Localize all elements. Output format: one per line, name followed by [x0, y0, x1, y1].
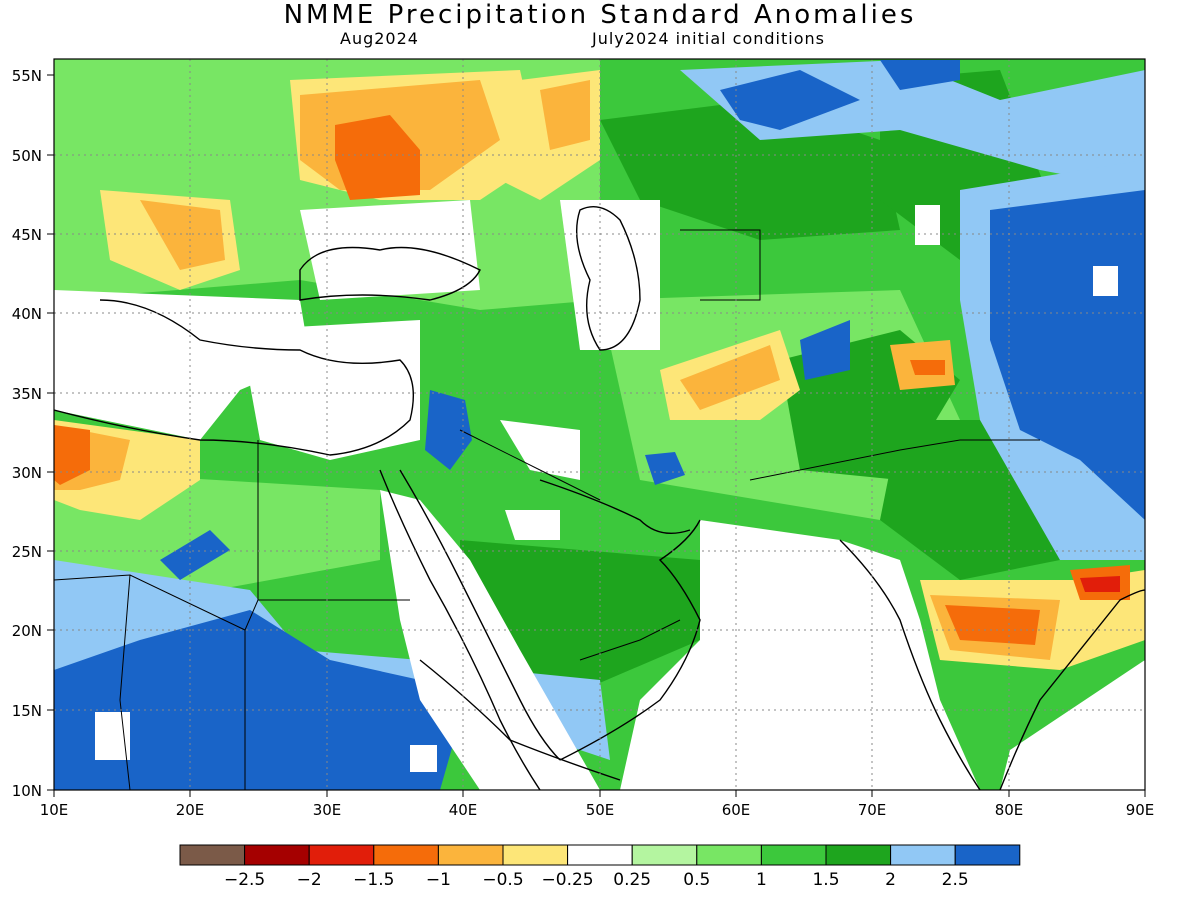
white-east-med [240, 320, 420, 460]
colorbar-swatch [244, 844, 310, 866]
mediterranean-coast [54, 299, 415, 456]
dark-blue-northeast [880, 60, 960, 90]
colorbar-swatch [631, 844, 698, 866]
orange-iran [680, 345, 780, 410]
lon-label: 70E [858, 801, 887, 819]
white-mediterranean [54, 290, 310, 440]
white-tibet-spot [1093, 266, 1118, 296]
dark-blue-sahara [160, 530, 230, 580]
lat-label: 15N [12, 702, 42, 720]
arabian-coast [559, 519, 701, 761]
lon-labels: 10E 20E 30E 40E 50E 60E 70E 80E 90E [40, 801, 1155, 819]
colorbar-swatch [308, 844, 375, 866]
colorbar-swatch [502, 844, 569, 866]
lat-labels: 10N 15N 20N 25N 30N 35N 40N 45N 50N 55N [12, 67, 42, 800]
lon-label: 10E [40, 801, 69, 819]
lon-label: 20E [176, 801, 205, 819]
tick-marks [47, 74, 1146, 797]
red-sea-west-coast [379, 469, 541, 790]
white-lake-chad [95, 712, 130, 760]
colorbar-label: 0.5 [683, 870, 710, 890]
colorbar-swatch [954, 844, 1021, 866]
colorbar-swatch [696, 844, 762, 866]
red-sea-east-coast [399, 469, 561, 761]
india-west-coast [839, 539, 981, 790]
white-arabia-spot [505, 510, 560, 540]
colorbar-label: −2.5 [224, 870, 265, 890]
colorbar-label: 2.5 [942, 870, 969, 890]
persian-gulf-coast [539, 479, 691, 534]
white-bay-of-bengal [1000, 660, 1145, 790]
colorbar-label: −2 [297, 870, 322, 890]
lat-label: 10N [12, 782, 42, 800]
colorbar-swatch [825, 844, 892, 866]
lat-label: 25N [12, 543, 42, 561]
red-orange-ukraine [335, 115, 420, 200]
colorbar-swatch [890, 844, 956, 866]
orange-balkans [140, 200, 225, 270]
colorbar-label: 1.5 [812, 870, 839, 890]
dark-blue-sahel [54, 610, 460, 790]
map-title: NMME Precipitation Standard Anomalies [283, 0, 917, 30]
border-pakistan-india [749, 439, 1040, 481]
border-iraq [459, 429, 601, 501]
red-orange-libya [54, 425, 90, 485]
dark-blue-levant [425, 390, 472, 470]
white-lake-tana [410, 745, 437, 772]
border-egypt-libya [244, 440, 259, 790]
colorbar-label: −1 [426, 870, 451, 890]
colorbar-label: 1 [756, 870, 767, 890]
colorbar-label: −1.5 [353, 870, 394, 890]
colorbar-label: −0.5 [482, 870, 523, 890]
lon-label: 80E [995, 801, 1024, 819]
india-east-coast [999, 589, 1145, 790]
lon-label: 90E [1126, 801, 1155, 819]
black-sea-coast [299, 246, 481, 301]
lat-label: 40N [12, 305, 42, 323]
colorbar-swatch [179, 844, 246, 866]
lat-label: 50N [12, 147, 42, 165]
colorbar-swatch [760, 844, 827, 866]
border-kazakh [680, 229, 761, 301]
colorbar-swatch [437, 844, 504, 866]
lon-label: 40E [449, 801, 478, 819]
colorbar-label: 2 [885, 870, 896, 890]
white-balkhash [915, 205, 940, 245]
gridlines [54, 59, 1145, 790]
orange-volga [540, 80, 590, 150]
white-caspian [560, 200, 660, 350]
red-bay-of-bengal [1080, 576, 1120, 592]
coastlines [54, 206, 1145, 790]
dark-blue-north [720, 70, 860, 130]
lat-label: 55N [12, 67, 42, 85]
colorbar: −2.5 −2 −1.5 −1 −0.5 −0.25 0.25 0.5 1 1.5 2 2.5 [179, 844, 1021, 890]
colorbar-swatch [567, 844, 633, 866]
dark-blue-afghan [800, 320, 850, 380]
border-chad [119, 574, 131, 790]
red-orange-pakistan [910, 360, 945, 375]
initial-conditions: July2024 initial conditions [592, 29, 825, 48]
lon-label: 50E [586, 801, 615, 819]
caspian-coast [575, 206, 641, 351]
lat-label: 30N [12, 464, 42, 482]
red-orange-india [945, 605, 1040, 645]
colorbar-swatch [373, 844, 439, 866]
colorbar-label: 0.25 [613, 870, 651, 890]
horn-coast [419, 659, 621, 781]
white-arabian-sea [620, 520, 980, 790]
white-black-sea [300, 200, 480, 300]
lon-label: 30E [313, 801, 342, 819]
lat-label: 35N [12, 385, 42, 403]
lat-label: 20N [12, 622, 42, 640]
lat-label: 45N [12, 226, 42, 244]
colorbar-label: −0.25 [542, 870, 594, 890]
forecast-month: Aug2024 [340, 29, 419, 48]
lon-label: 60E [722, 801, 751, 819]
map-area [54, 59, 1145, 790]
dark-blue-iran [645, 452, 685, 485]
white-iraq [500, 420, 580, 480]
